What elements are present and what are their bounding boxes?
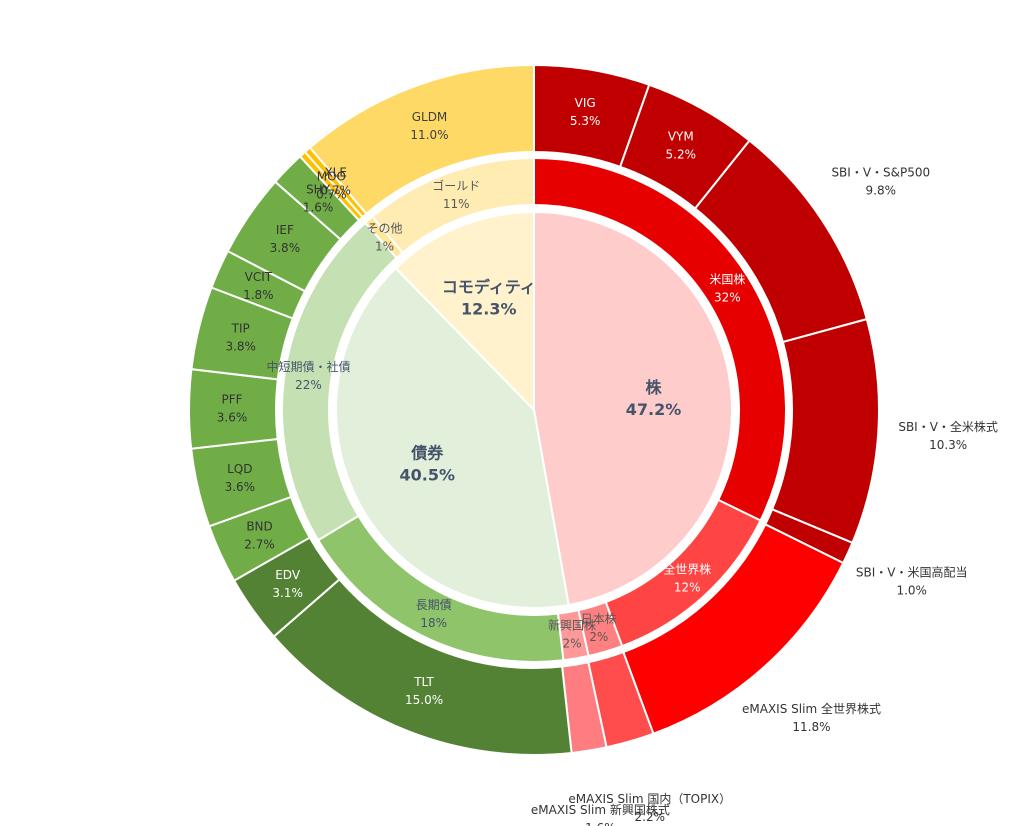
outer-label-pct: 3.6% — [225, 480, 256, 494]
outer-label-name: GLDM — [412, 110, 448, 124]
outer-label-pct: 9.8% — [866, 184, 897, 198]
middle-label-pct: 32% — [714, 291, 741, 305]
outer-label-name: eMAXIS Slim 全世界株式 — [742, 701, 881, 716]
inner-label-name: 債券 — [410, 443, 444, 462]
outer-label-name: XLE — [324, 166, 347, 180]
outer-label-pct: 1.6% — [303, 200, 334, 214]
outer-label-name: TIP — [231, 321, 250, 335]
middle-label-pct: 1% — [375, 239, 394, 253]
ring-separator — [275, 151, 793, 669]
outer-label-pct: 10.3% — [929, 438, 967, 452]
middle-label-pct: 18% — [420, 616, 447, 630]
middle-label-name: 全世界株 — [663, 561, 711, 576]
middle-label-name: 新興国株 — [548, 617, 596, 632]
outer-label-pct: 11.8% — [792, 720, 830, 734]
outer-label-name: SBI・V・米国高配当 — [856, 564, 968, 579]
outer-label-name: IEF — [276, 223, 294, 237]
middle-label-name: その他 — [367, 221, 403, 235]
outer-label-name: VCIT — [245, 270, 273, 284]
labels: 株 47.2% 債券 40.5% コモディティ 12.3% 米国株 32% 全世界株 12% 日本株… — [217, 96, 998, 826]
middle-label-pct: 12% — [674, 580, 701, 594]
middle-label-pct: 11% — [443, 197, 470, 211]
inner-ring-slice — [335, 266, 570, 609]
outer-label-name: TLT — [413, 675, 434, 689]
outer-label-name: eMAXIS Slim 新興国株式 — [531, 802, 670, 817]
inner-label-name: 株 — [646, 378, 663, 397]
middle-label-pct: 2% — [563, 636, 582, 650]
outer-label-pct: 3.1% — [272, 586, 303, 600]
middle-label-pct: 22% — [295, 378, 322, 392]
outer-label-name: MOO — [317, 170, 346, 184]
outer-label-name: LQD — [227, 462, 252, 476]
outer-label-pct: 5.2% — [666, 148, 697, 162]
ring-separator — [329, 205, 739, 615]
outer-label-pct: 3.8% — [270, 241, 301, 255]
outer-label-pct: 1.8% — [243, 288, 274, 302]
outer-label-pct: 3.8% — [225, 339, 256, 353]
outer-label-pct: 3.6% — [217, 411, 248, 425]
outer-ring — [188, 63, 880, 756]
outer-label-pct: 0.7% — [320, 184, 351, 198]
outer-label-name: BND — [246, 520, 272, 534]
inner-label-pct: 47.2% — [626, 400, 682, 419]
inner-ring — [335, 210, 734, 609]
outer-label-pct: 2.7% — [244, 538, 275, 552]
outer-label-name: SBI・V・S&P500 — [831, 166, 930, 180]
middle-label-name: ゴールド — [432, 178, 480, 193]
middle-label-name: 米国株 — [709, 272, 745, 287]
outer-label-pct: 0.7% — [316, 188, 347, 202]
outer-label-pct: 5.3% — [570, 114, 601, 128]
inner-label-name: コモディティ — [442, 277, 536, 296]
middle-label-pct: 2% — [589, 630, 608, 644]
middle-label-name: 長期債 — [416, 597, 452, 612]
middle-label-name: 中短期債・社債 — [266, 359, 350, 374]
outer-label-name: VYM — [668, 130, 694, 144]
inner-ring-slice — [394, 210, 535, 413]
outer-label-pct: 1.6% — [585, 821, 616, 826]
outer-label-pct: 1.0% — [896, 583, 927, 597]
outer-label-pct: 15.0% — [405, 693, 443, 707]
outer-label-name: SBI・V・全米株式 — [898, 419, 998, 434]
outer-label-name: VIG — [575, 96, 596, 110]
inner-label-pct: 12.3% — [461, 299, 517, 318]
outer-label-name: PFF — [221, 393, 242, 407]
middle-label-name: 日本株 — [581, 611, 617, 626]
inner-label-pct: 40.5% — [399, 465, 455, 484]
outer-label-pct: 11.0% — [410, 128, 448, 142]
inner-ring-slice — [533, 210, 734, 607]
outer-ring-slice — [188, 367, 279, 450]
outer-label-name: eMAXIS Slim 国内（TOPIX） — [568, 792, 731, 806]
outer-label-name: EDV — [275, 568, 301, 582]
outer-label-pct: 2.2% — [635, 810, 666, 824]
outer-label-name: SHY — [306, 182, 331, 196]
